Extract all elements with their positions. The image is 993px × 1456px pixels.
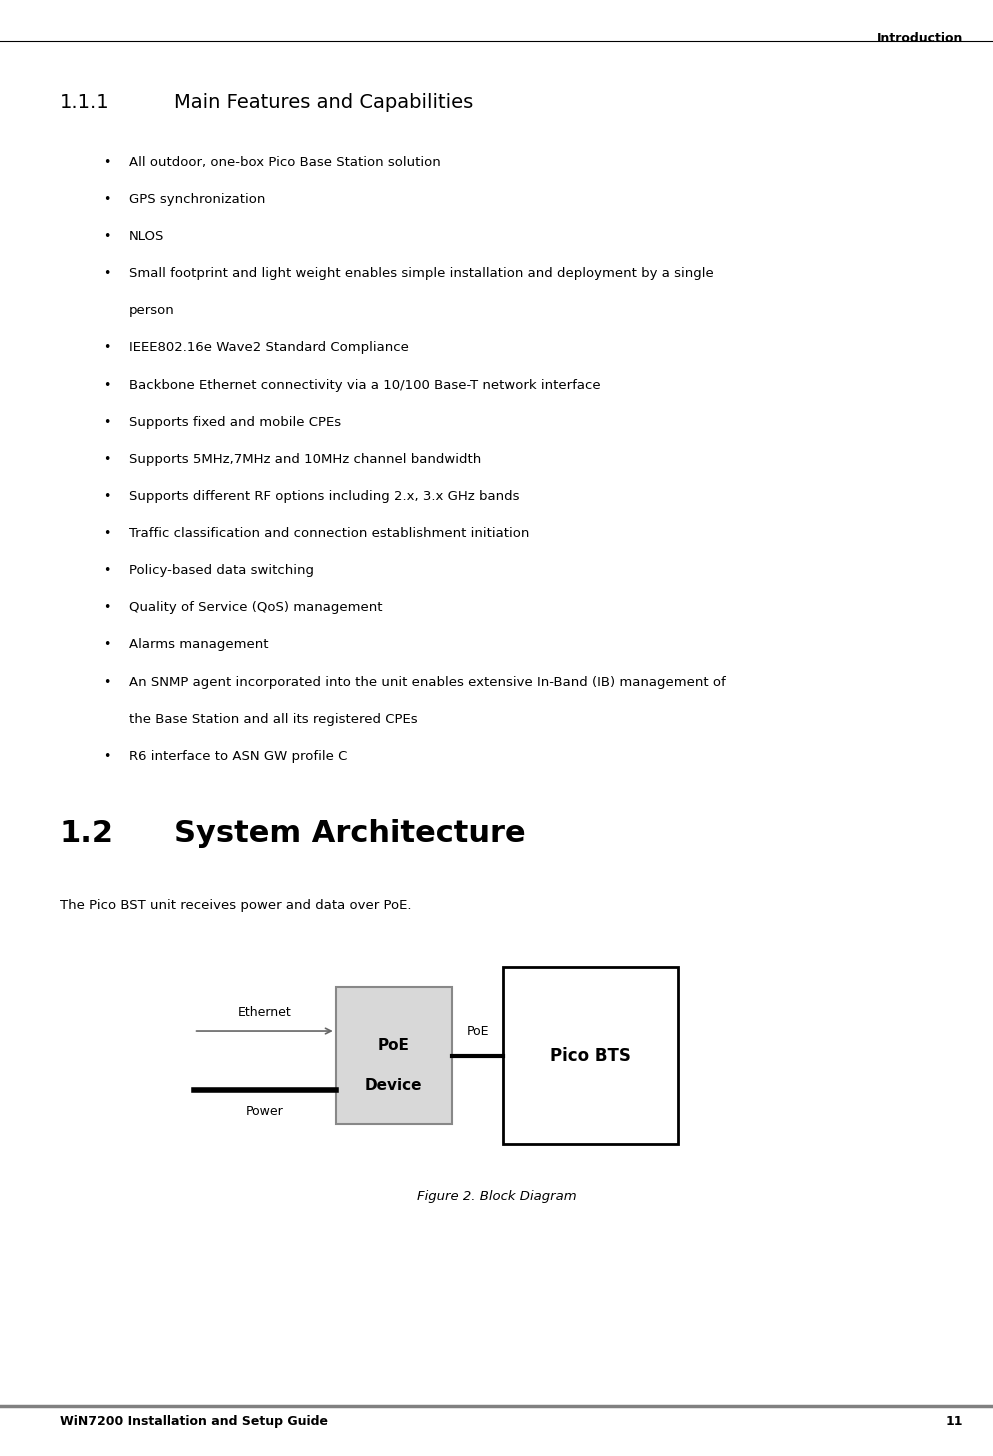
Text: •: •	[103, 379, 111, 392]
Text: •: •	[103, 415, 111, 428]
Text: •: •	[103, 638, 111, 651]
Text: Ethernet: Ethernet	[237, 1006, 292, 1019]
Text: Introduction: Introduction	[877, 32, 963, 45]
Text: Supports different RF options including 2.x, 3.x GHz bands: Supports different RF options including …	[129, 489, 519, 502]
Text: 1.1.1: 1.1.1	[60, 93, 109, 112]
Text: Quality of Service (QoS) management: Quality of Service (QoS) management	[129, 601, 382, 614]
Text: R6 interface to ASN GW profile C: R6 interface to ASN GW profile C	[129, 750, 348, 763]
Text: •: •	[103, 601, 111, 614]
Text: •: •	[103, 156, 111, 169]
Text: Supports fixed and mobile CPEs: Supports fixed and mobile CPEs	[129, 415, 342, 428]
Text: •: •	[103, 230, 111, 243]
Text: Supports 5MHz,7MHz and 10MHz channel bandwidth: Supports 5MHz,7MHz and 10MHz channel ban…	[129, 453, 482, 466]
Text: person: person	[129, 304, 175, 317]
Text: Figure 2. Block Diagram: Figure 2. Block Diagram	[417, 1190, 576, 1203]
Text: WiN7200 Installation and Setup Guide: WiN7200 Installation and Setup Guide	[60, 1415, 328, 1428]
Text: Device: Device	[365, 1077, 422, 1092]
Text: Policy-based data switching: Policy-based data switching	[129, 563, 314, 577]
Text: •: •	[103, 676, 111, 689]
Text: 1.2: 1.2	[60, 818, 113, 847]
Text: The Pico BST unit receives power and data over PoE.: The Pico BST unit receives power and dat…	[60, 898, 411, 911]
Text: Traffic classification and connection establishment initiation: Traffic classification and connection es…	[129, 527, 529, 540]
Text: •: •	[103, 750, 111, 763]
Text: Power: Power	[245, 1105, 284, 1118]
Text: NLOS: NLOS	[129, 230, 165, 243]
FancyBboxPatch shape	[503, 967, 678, 1144]
Text: Backbone Ethernet connectivity via a 10/100 Base-T network interface: Backbone Ethernet connectivity via a 10/…	[129, 379, 601, 392]
FancyBboxPatch shape	[336, 987, 452, 1124]
Text: •: •	[103, 341, 111, 354]
Text: IEEE802.16e Wave2 Standard Compliance: IEEE802.16e Wave2 Standard Compliance	[129, 341, 409, 354]
Text: Pico BTS: Pico BTS	[550, 1047, 631, 1064]
Text: •: •	[103, 527, 111, 540]
Text: PoE: PoE	[377, 1038, 410, 1053]
Text: Small footprint and light weight enables simple installation and deployment by a: Small footprint and light weight enables…	[129, 266, 714, 280]
Text: •: •	[103, 563, 111, 577]
Text: Main Features and Capabilities: Main Features and Capabilities	[174, 93, 473, 112]
Text: An SNMP agent incorporated into the unit enables extensive In-Band (IB) manageme: An SNMP agent incorporated into the unit…	[129, 676, 726, 689]
Text: Alarms management: Alarms management	[129, 638, 268, 651]
Text: the Base Station and all its registered CPEs: the Base Station and all its registered …	[129, 712, 418, 725]
Text: All outdoor, one-box Pico Base Station solution: All outdoor, one-box Pico Base Station s…	[129, 156, 441, 169]
Text: PoE: PoE	[467, 1025, 489, 1038]
Text: •: •	[103, 489, 111, 502]
Text: 11: 11	[945, 1415, 963, 1428]
Text: •: •	[103, 266, 111, 280]
Text: •: •	[103, 192, 111, 205]
Text: System Architecture: System Architecture	[174, 818, 525, 847]
Text: •: •	[103, 453, 111, 466]
Text: GPS synchronization: GPS synchronization	[129, 192, 265, 205]
